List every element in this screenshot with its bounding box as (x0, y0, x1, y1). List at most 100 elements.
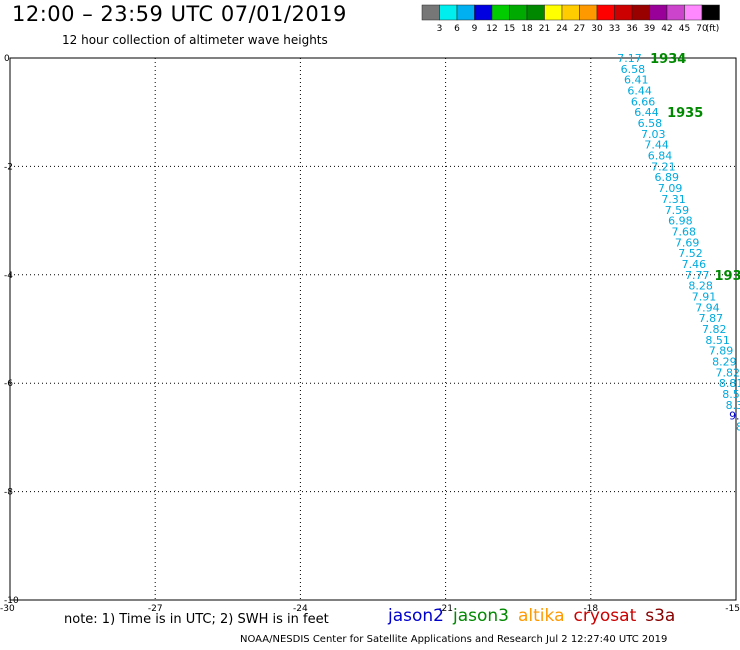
time-label: 1935 (667, 106, 703, 121)
colorbar-label: 30 (591, 24, 603, 34)
time-label: 1934 (650, 52, 686, 67)
swh-point-label: 7.44 (644, 139, 669, 152)
swh-point-label: 7.94 (695, 301, 720, 314)
colorbar-swatch (684, 4, 703, 21)
swh-point-label: 6.58 (621, 63, 646, 76)
colorbar-swatch (421, 4, 440, 21)
satellite-legend-jason3: jason3 (453, 606, 509, 626)
colorbar-swatch (596, 4, 615, 21)
swh-point-label: 6.84 (648, 150, 673, 163)
colorbar-swatch (614, 4, 633, 21)
x-tick-label: -15 (725, 604, 740, 614)
y-tick-label: -4 (4, 271, 13, 281)
swh-point-label: 6.44 (627, 85, 652, 98)
satellite-legend: jason2 jason3 altika cryosat s3a (388, 606, 684, 626)
colorbar-label: 42 (661, 24, 672, 34)
swh-point-label: 7.31 (661, 193, 686, 206)
y-tick-label: -6 (4, 379, 13, 389)
swh-point-label: 7.17 (617, 52, 642, 65)
swh-point-label: 7.21 (651, 160, 676, 173)
axis-ticks: -30 -27 -24 -21 -18 -15 0 -2 -4 -6 -8 -10 (0, 54, 740, 614)
colorbar-label: 27 (574, 24, 585, 34)
swh-track: 7.176.586.416.446.666.446.587.037.446.84… (617, 52, 740, 444)
time-labels: 1934 1935 1936 (650, 52, 740, 284)
swh-point-label: 7.03 (641, 128, 666, 141)
time-label: 1936 (715, 269, 740, 284)
swh-point-label: 7.46 (682, 258, 707, 271)
colorbar-label: 12 (486, 24, 497, 34)
swh-point-label: 7.59 (665, 204, 690, 217)
colorbar-swatch (631, 4, 650, 21)
colorbar-label: 33 (609, 24, 620, 34)
colorbar-label: 9 (472, 24, 478, 34)
swh-point-label: 6.66 (631, 95, 656, 108)
satellite-legend-jason2: jason2 (388, 606, 444, 626)
colorbar-label: 15 (504, 24, 515, 34)
swh-point-label: 8.39 (726, 399, 740, 412)
satellite-legend-altika: altika (518, 606, 565, 626)
swh-point-label: 7.09 (658, 182, 683, 195)
colorbar-label: 3 (437, 24, 443, 34)
colorbar-swatch (491, 4, 510, 21)
swh-point-label: 7.77 (685, 269, 710, 282)
colorbar-swatch (456, 4, 475, 21)
swh-point-label: 8.28 (688, 280, 713, 293)
colorbar-label: 6 (454, 24, 460, 34)
swh-point-label: 7.91 (692, 290, 717, 303)
colorbar-label: 21 (539, 24, 550, 34)
swh-point-label: 8.81 (719, 377, 740, 390)
colorbar-units: (ft) (706, 24, 720, 34)
swh-point-label: 7.89 (709, 345, 734, 358)
x-tick-label: -27 (148, 604, 163, 614)
colorbar-label: 18 (521, 24, 533, 34)
colorbar-label: 39 (644, 24, 656, 34)
footer-note: note: 1) Time is in UTC; 2) SWH is in fe… (64, 612, 329, 627)
swh-point-label: 7.82 (702, 323, 727, 336)
swh-point-label: 6.41 (624, 74, 649, 87)
y-tick-label: -10 (4, 596, 19, 606)
swh-point-label: 7.87 (699, 312, 724, 325)
swh-point-label: 7.68 (671, 225, 696, 238)
colorbar-swatch (701, 4, 720, 21)
swh-point-label: 8.50 (722, 388, 740, 401)
swh-point-label: 7.69 (675, 236, 700, 249)
swh-point-label: 8.51 (705, 334, 730, 347)
colorbar-swatch (509, 4, 528, 21)
y-tick-label: 0 (4, 54, 10, 64)
swh-point-label: 7.82 (716, 366, 740, 379)
y-tick-label: -8 (4, 488, 13, 498)
x-tick-label: -18 (583, 604, 598, 614)
chart-subtitle: 12 hour collection of altimeter wave hei… (62, 33, 328, 47)
plot-frame (9, 57, 737, 601)
colorbar-swatch (544, 4, 563, 21)
colorbar-swatch (474, 4, 493, 21)
colorbar-label: 24 (556, 24, 568, 34)
swh-point-label: 6.58 (638, 117, 663, 130)
footer-credit: NOAA/NESDIS Center for Satellite Applica… (240, 634, 668, 645)
swh-point-label: 6.44 (634, 106, 659, 119)
swh-point-label: 6.89 (655, 171, 680, 184)
colorbar-swatch (579, 4, 598, 21)
colorbar-swatch (666, 4, 685, 21)
chart-title: 12:00 – 23:59 UTC 07/01/2019 (12, 2, 347, 26)
colorbar-swatch (439, 4, 458, 21)
x-tick-label: -24 (293, 604, 308, 614)
swh-point-label: 8.1 (736, 421, 740, 434)
colorbar: 3 6 9 12 15 18 21 24 27 30 33 36 39 42 45 70(ft) (421, 4, 720, 34)
swh-point-label: 7.52 (678, 247, 703, 260)
satellite-legend-cryosat: cryosat (573, 606, 637, 626)
satellite-legend-s3a: s3a (645, 606, 676, 626)
grid (10, 57, 736, 600)
colorbar-label: 45 (679, 24, 690, 34)
swh-point-label: 6.98 (668, 215, 693, 228)
colorbar-label: 36 (626, 24, 638, 34)
swh-point-label: 8.29 (712, 356, 737, 369)
y-tick-label: -2 (4, 162, 13, 172)
swh-point-label: 9.28 (729, 410, 740, 423)
colorbar-swatch (561, 4, 580, 21)
colorbar-swatch (526, 4, 545, 21)
x-tick-label: -30 (0, 604, 15, 614)
colorbar-label: 70 (696, 24, 708, 34)
x-tick-label: -21 (438, 604, 453, 614)
